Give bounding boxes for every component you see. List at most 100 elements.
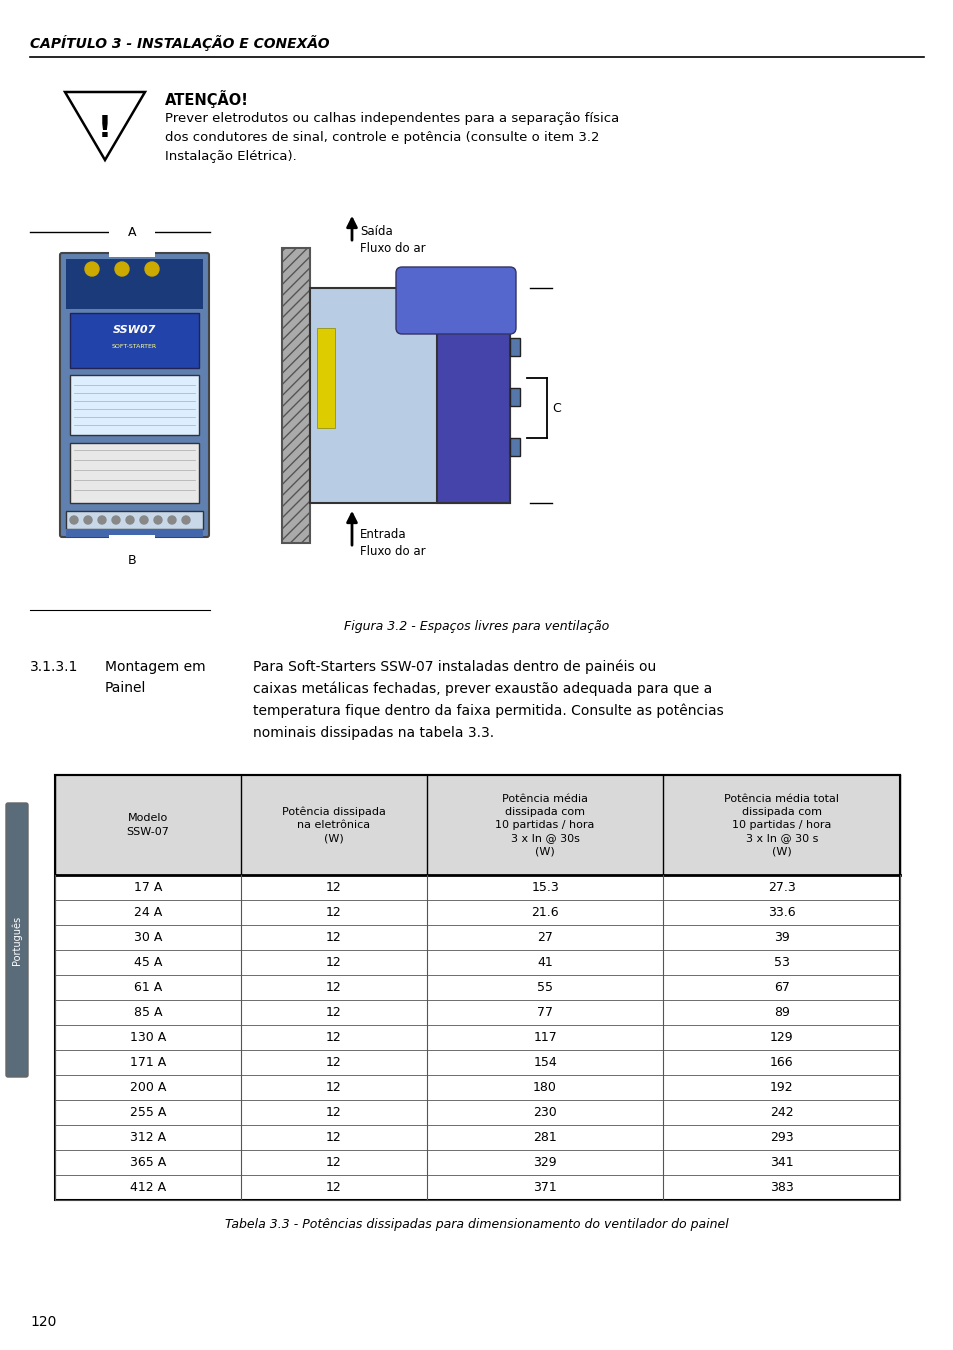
Circle shape — [84, 516, 91, 524]
Text: 329: 329 — [533, 1156, 557, 1169]
Text: 30 A: 30 A — [133, 931, 162, 944]
Text: 41: 41 — [537, 956, 553, 969]
Text: 293: 293 — [769, 1131, 793, 1143]
Text: 341: 341 — [769, 1156, 793, 1169]
Circle shape — [145, 262, 159, 275]
Circle shape — [85, 262, 99, 275]
Text: Tabela 3.3 - Potências dissipadas para dimensionamento do ventilador do painel: Tabela 3.3 - Potências dissipadas para d… — [225, 1218, 728, 1231]
Text: B: B — [128, 554, 136, 567]
Circle shape — [98, 516, 106, 524]
Text: 230: 230 — [533, 1106, 557, 1119]
Text: 242: 242 — [769, 1106, 793, 1119]
Bar — [436, 288, 510, 504]
Text: 12: 12 — [326, 1181, 341, 1193]
Text: 180: 180 — [533, 1081, 557, 1094]
Text: 120: 120 — [30, 1315, 56, 1328]
Text: 12: 12 — [326, 906, 341, 919]
Text: 27.3: 27.3 — [767, 882, 795, 894]
Text: 15.3: 15.3 — [531, 882, 558, 894]
Text: 67: 67 — [773, 981, 789, 994]
Text: 53: 53 — [773, 956, 789, 969]
Bar — [66, 529, 203, 537]
Text: 412 A: 412 A — [130, 1181, 166, 1193]
Text: 45 A: 45 A — [133, 956, 162, 969]
Text: Montagem em
Painel: Montagem em Painel — [105, 660, 206, 695]
Text: Prever eletrodutos ou calhas independentes para a separação física
dos condutore: Prever eletrodutos ou calhas independent… — [165, 112, 618, 163]
Bar — [55, 775, 899, 875]
Bar — [510, 387, 519, 406]
Text: Saída
Fluxo do ar: Saída Fluxo do ar — [359, 225, 425, 255]
Text: 130 A: 130 A — [130, 1031, 166, 1044]
Bar — [66, 259, 203, 309]
Text: 27: 27 — [537, 931, 553, 944]
Text: 371: 371 — [533, 1181, 557, 1193]
Circle shape — [112, 516, 120, 524]
Text: !: ! — [98, 113, 112, 143]
Text: 200 A: 200 A — [130, 1081, 166, 1094]
Circle shape — [70, 516, 78, 524]
Text: 12: 12 — [326, 1056, 341, 1069]
Text: 171 A: 171 A — [130, 1056, 166, 1069]
Text: 154: 154 — [533, 1056, 557, 1069]
Text: 89: 89 — [773, 1006, 789, 1019]
Circle shape — [140, 516, 148, 524]
Text: 365 A: 365 A — [130, 1156, 166, 1169]
Text: 166: 166 — [769, 1056, 793, 1069]
Text: C: C — [552, 401, 560, 414]
Bar — [282, 248, 310, 543]
Text: Potência média
dissipada com
10 partidas / hora
3 x In @ 30s
(W): Potência média dissipada com 10 partidas… — [495, 794, 594, 856]
Text: 12: 12 — [326, 1081, 341, 1094]
Text: 129: 129 — [769, 1031, 793, 1044]
Text: 12: 12 — [326, 1031, 341, 1044]
Text: 12: 12 — [326, 931, 341, 944]
Text: 33.6: 33.6 — [767, 906, 795, 919]
Text: Modelo
SSW-07: Modelo SSW-07 — [127, 814, 170, 837]
Text: Potência dissipada
na eletrônica
(W): Potência dissipada na eletrônica (W) — [282, 806, 385, 844]
Text: 39: 39 — [773, 931, 789, 944]
Bar — [70, 313, 199, 369]
Bar — [316, 328, 335, 428]
Text: Potência média total
dissipada com
10 partidas / hora
3 x In @ 30 s
(W): Potência média total dissipada com 10 pa… — [723, 794, 839, 856]
Text: 17 A: 17 A — [133, 882, 162, 894]
Text: 281: 281 — [533, 1131, 557, 1143]
Text: 12: 12 — [326, 956, 341, 969]
FancyBboxPatch shape — [395, 267, 516, 333]
Text: SSW07: SSW07 — [112, 325, 156, 335]
Text: CAPÍTULO 3 - INSTALAÇÃO E CONEXÃO: CAPÍTULO 3 - INSTALAÇÃO E CONEXÃO — [30, 35, 329, 51]
Bar — [70, 375, 199, 435]
Bar — [310, 288, 510, 504]
Circle shape — [168, 516, 175, 524]
Text: 12: 12 — [326, 1156, 341, 1169]
Text: 77: 77 — [537, 1006, 553, 1019]
Text: 55: 55 — [537, 981, 553, 994]
Circle shape — [126, 516, 133, 524]
Bar — [510, 338, 519, 356]
Circle shape — [153, 516, 162, 524]
Text: 255 A: 255 A — [130, 1106, 166, 1119]
Text: Português: Português — [11, 915, 22, 964]
Text: 12: 12 — [326, 1006, 341, 1019]
Text: 85 A: 85 A — [133, 1006, 162, 1019]
Text: Entrada
Fluxo do ar: Entrada Fluxo do ar — [359, 528, 425, 558]
Circle shape — [182, 516, 190, 524]
Bar — [70, 443, 199, 504]
Text: 12: 12 — [326, 1131, 341, 1143]
FancyBboxPatch shape — [60, 252, 209, 537]
Text: 61 A: 61 A — [133, 981, 162, 994]
Text: 383: 383 — [769, 1181, 793, 1193]
Text: SOFT-STARTER: SOFT-STARTER — [112, 344, 157, 350]
Bar — [55, 775, 899, 1200]
Text: ATENÇÃO!: ATENÇÃO! — [165, 90, 249, 108]
Bar — [66, 512, 203, 529]
Circle shape — [115, 262, 129, 275]
Text: Figura 3.2 - Espaços livres para ventilação: Figura 3.2 - Espaços livres para ventila… — [344, 620, 609, 633]
Text: 12: 12 — [326, 882, 341, 894]
Text: 12: 12 — [326, 1106, 341, 1119]
Text: 312 A: 312 A — [130, 1131, 166, 1143]
Bar — [510, 437, 519, 456]
Text: 3.1.3.1: 3.1.3.1 — [30, 660, 78, 674]
Text: 117: 117 — [533, 1031, 557, 1044]
Text: 192: 192 — [769, 1081, 793, 1094]
Text: 24 A: 24 A — [133, 906, 162, 919]
Text: 21.6: 21.6 — [531, 906, 558, 919]
